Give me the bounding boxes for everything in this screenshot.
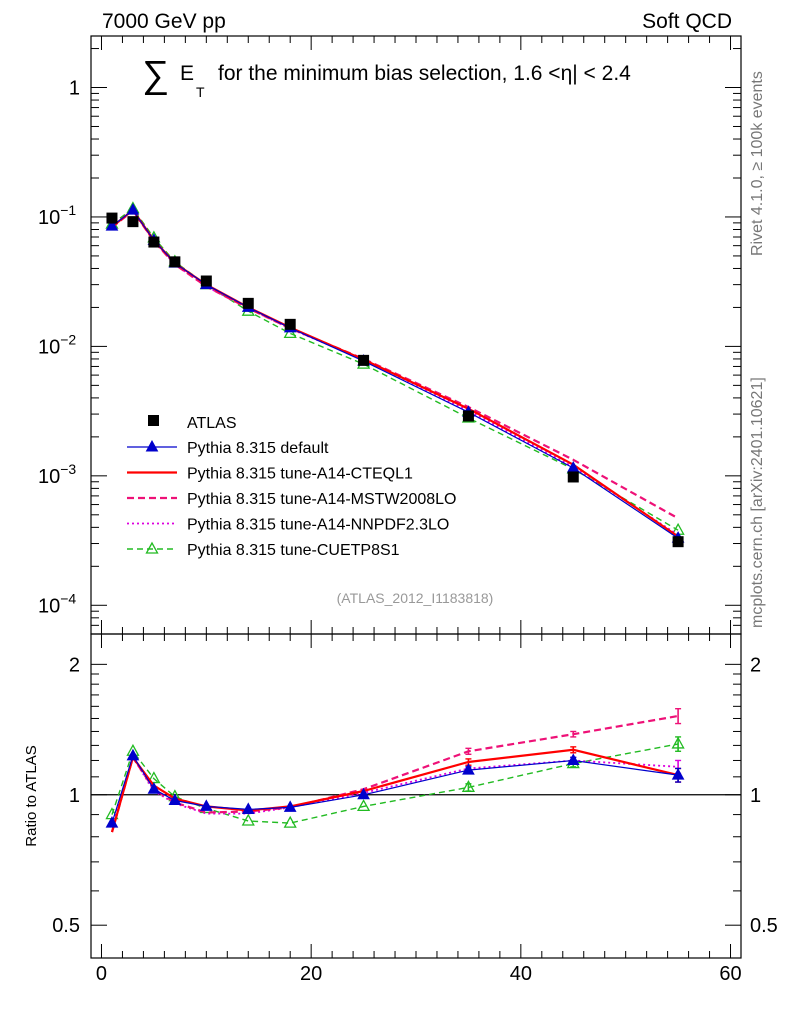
rivet-label: Rivet 4.1.0, ≥ 100k events xyxy=(749,71,766,256)
ratio-y-tick-label: 0.5 xyxy=(52,915,80,937)
data-point xyxy=(567,471,579,483)
x-tick-label: 0 xyxy=(96,963,107,985)
data-point xyxy=(358,354,370,366)
main-marker-cuetp8s1 xyxy=(283,326,297,339)
legend-label-cuetp8s1: Pythia 8.315 tune-CUETP8S1 xyxy=(187,542,400,559)
ratio-marker-default xyxy=(283,800,297,812)
mcplots-label: mcplots.cern.ch [arXiv:2401.10621] xyxy=(749,377,766,628)
data-point xyxy=(284,318,296,330)
y-tick-label: 10−2 xyxy=(38,331,76,358)
ratio-marker-cuetp8s1 xyxy=(283,815,297,828)
plot-title: for the minimum bias selection, 1.6 <η| … xyxy=(218,62,631,85)
ratio-marker-default xyxy=(357,787,370,800)
ratio-marker-default xyxy=(168,793,182,806)
title-et-sub: T xyxy=(196,84,205,100)
legend-marker-default xyxy=(145,439,159,452)
ratio-plot-frame xyxy=(90,633,742,959)
main-marker-default xyxy=(105,219,119,231)
analysis-id: (ATLAS_2012_I1183818) xyxy=(337,590,494,606)
ratio-y-tick-label: 1 xyxy=(69,785,80,807)
y-tick-label: 10−4 xyxy=(38,590,76,617)
legend-label-default: Pythia 8.315 default xyxy=(187,440,329,457)
series-layer xyxy=(105,201,685,833)
legend-label-cteql1: Pythia 8.315 tune-A14-CTEQL1 xyxy=(187,466,413,483)
title-sum-symbol: ∑ xyxy=(142,54,169,96)
ratio-y-tick-label-right: 1 xyxy=(750,785,761,807)
data-point xyxy=(200,275,212,287)
data-point xyxy=(148,236,160,248)
legend-label-nnpdf: Pythia 8.315 tune-A14-NNPDF2.3LO xyxy=(187,517,449,534)
x-tick-label: 20 xyxy=(300,963,322,985)
ratio-series-line-mstw xyxy=(110,714,679,833)
ratio-marker-cuetp8s1 xyxy=(241,813,255,826)
legend-marker-atlas xyxy=(148,415,159,426)
legend: ATLAS Pythia 8.315 default Pythia 8.315 tu… xyxy=(127,415,456,559)
ratio-series-line-cteql1 xyxy=(110,748,679,833)
ratio-series-line-cuetp8s1 xyxy=(111,743,679,824)
legend-marker-cuetp8s1 xyxy=(145,541,159,554)
ratio-marker-default xyxy=(147,782,161,794)
ratio-y-tick-label-right: 0.5 xyxy=(750,915,778,937)
data-point xyxy=(106,212,118,224)
ratio-marker-default xyxy=(199,799,213,811)
ratio-marker-cuetp8s1 xyxy=(356,799,371,812)
ratio-series-line-default xyxy=(111,754,679,824)
x-tick-label: 40 xyxy=(510,963,532,985)
ratio-y-tick-label-right: 2 xyxy=(750,654,761,676)
y-tick-label: 1 xyxy=(69,78,80,100)
legend-label-mstw: Pythia 8.315 tune-A14-MSTW2008LO xyxy=(187,491,456,508)
main-marker-default xyxy=(126,203,140,215)
ratio-series-line-nnpdf xyxy=(111,755,679,826)
legend-label-atlas: ATLAS xyxy=(187,415,237,432)
data-point xyxy=(169,256,181,268)
ratio-y-tick-label: 2 xyxy=(69,654,80,676)
y-tick-label: 10−1 xyxy=(38,202,76,229)
data-point xyxy=(242,297,254,309)
ratio-marker-default xyxy=(126,748,140,761)
main-series-line-cteql1 xyxy=(111,208,679,538)
x-tick-label: 60 xyxy=(719,963,741,985)
y-tick-label: 10−3 xyxy=(38,461,76,488)
data-point xyxy=(462,410,474,422)
ratio-marker-default xyxy=(241,802,255,814)
header-right: Soft QCD xyxy=(642,10,732,33)
data-point xyxy=(672,536,684,548)
ratio-marker-default xyxy=(105,816,119,828)
axes-layer: 0 20 40 60 1 10−1 10−2 10−3 10−4 0.5 0.5 1 1 2 2 xyxy=(38,36,778,985)
ratio-ylabel: Ratio to ATLAS xyxy=(23,745,40,846)
title-et-main: E xyxy=(180,62,194,85)
header-left: 7000 GeV pp xyxy=(102,10,226,33)
data-point xyxy=(127,216,139,228)
